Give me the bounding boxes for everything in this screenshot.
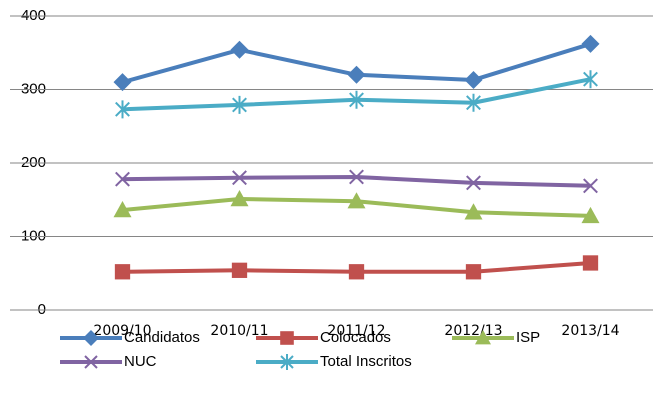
legend-marker [84, 355, 98, 369]
x-tick-label: 2011/12 [327, 323, 385, 339]
legend-marker [280, 354, 294, 370]
marker [466, 175, 481, 191]
marker [232, 170, 247, 186]
marker [349, 90, 364, 109]
legend-label: ISP [516, 329, 540, 346]
y-tick-label: 300 [21, 80, 46, 97]
marker [347, 192, 366, 209]
marker [113, 201, 132, 218]
marker [231, 262, 248, 278]
marker [465, 264, 482, 280]
marker [464, 203, 483, 220]
marker [464, 70, 483, 89]
legend-marker [280, 331, 294, 345]
marker [466, 93, 481, 112]
legend-label: Candidatos [124, 329, 200, 346]
y-tick-label: 200 [21, 154, 46, 171]
x-tick-label: 2013/14 [561, 323, 619, 339]
x-tick-label: 2010/11 [210, 323, 268, 339]
marker [115, 171, 130, 187]
marker [349, 169, 364, 185]
marker [582, 255, 599, 271]
marker [113, 73, 132, 92]
y-tick-label: 0 [38, 301, 46, 318]
marker [581, 34, 600, 53]
legend-marker [83, 330, 99, 346]
y-tick-label: 400 [21, 7, 46, 24]
marker [114, 264, 131, 280]
marker [115, 100, 130, 119]
y-tick-label: 100 [21, 227, 46, 244]
marker [581, 206, 600, 224]
marker [230, 190, 249, 207]
legend-marker [475, 330, 491, 345]
legend-label: Colocados [320, 329, 391, 346]
legend-label: Total Inscritos [320, 353, 412, 370]
marker [583, 70, 598, 89]
legend-label: NUC [124, 353, 157, 370]
marker [348, 264, 365, 280]
x-tick-label: 2009/10 [93, 323, 151, 339]
x-tick-label: 2012/13 [444, 323, 502, 339]
marker [583, 178, 598, 194]
marker [230, 40, 249, 59]
marker [347, 65, 366, 84]
marker [232, 95, 247, 114]
